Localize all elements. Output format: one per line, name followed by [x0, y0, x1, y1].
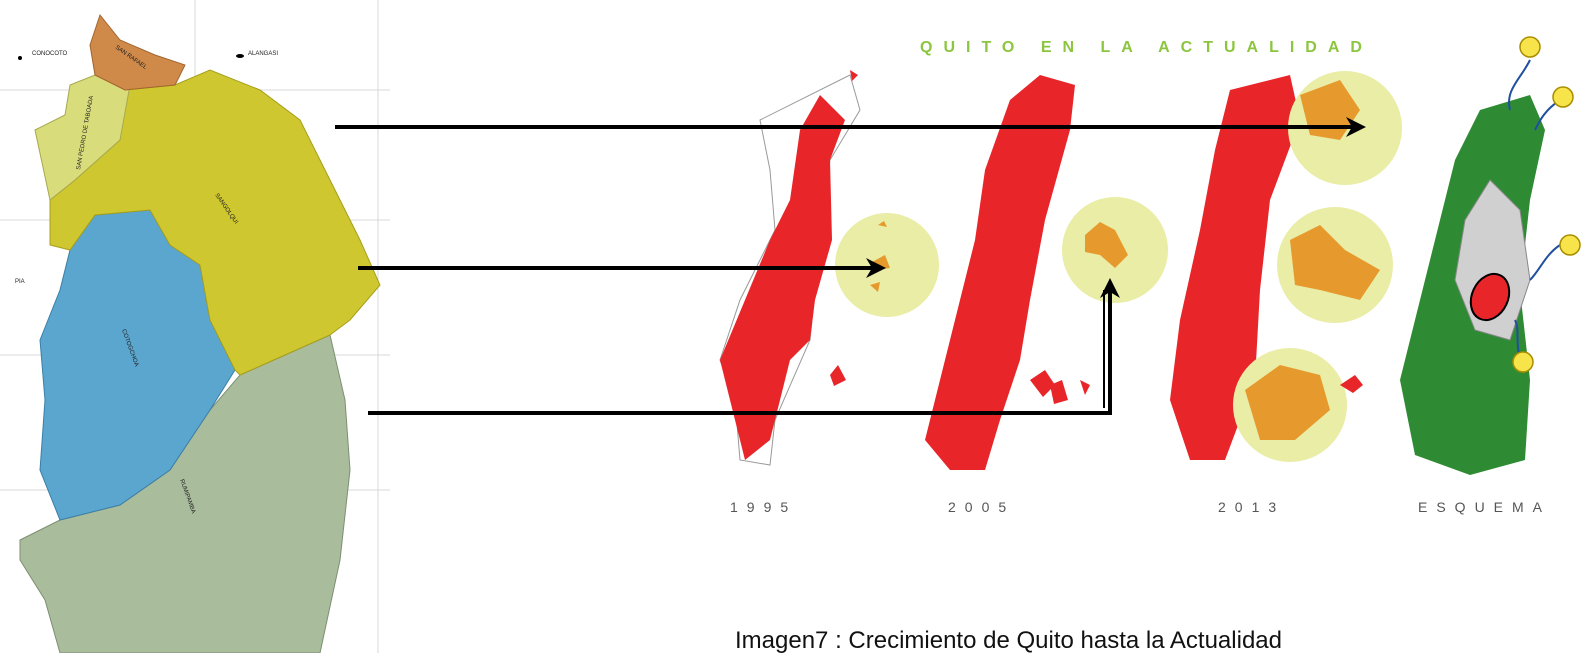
caption: Imagen7 : Crecimiento de Quito hasta la … [735, 627, 1282, 653]
district-map: CONOCOTO ALANGASI SAN RAFAEL SAN PEDRO D… [0, 0, 390, 653]
place-label: ALANGASI [248, 51, 278, 57]
growth-figure: QUITO EN LA ACTUALIDAD [720, 37, 1580, 515]
place-label: PIA [15, 279, 25, 285]
panel-label: ESQUEMA [1418, 499, 1551, 515]
panel-label: 1995 [730, 499, 797, 515]
panel-label: 2013 [1218, 499, 1285, 515]
body: {"map_labels": ["CONOCOTO", "ALANGASI", … [0, 0, 1582, 653]
figure-title: QUITO EN LA ACTUALIDAD [920, 39, 1373, 56]
place-label: CONOCOTO [32, 51, 68, 57]
panel-label: 2005 [948, 499, 1015, 515]
page: Crecimiento de Quito html, body { margin… [0, 0, 1582, 653]
figure: CONOCOTO ALANGASI SAN RAFAEL SAN PEDRO D… [0, 0, 1582, 653]
